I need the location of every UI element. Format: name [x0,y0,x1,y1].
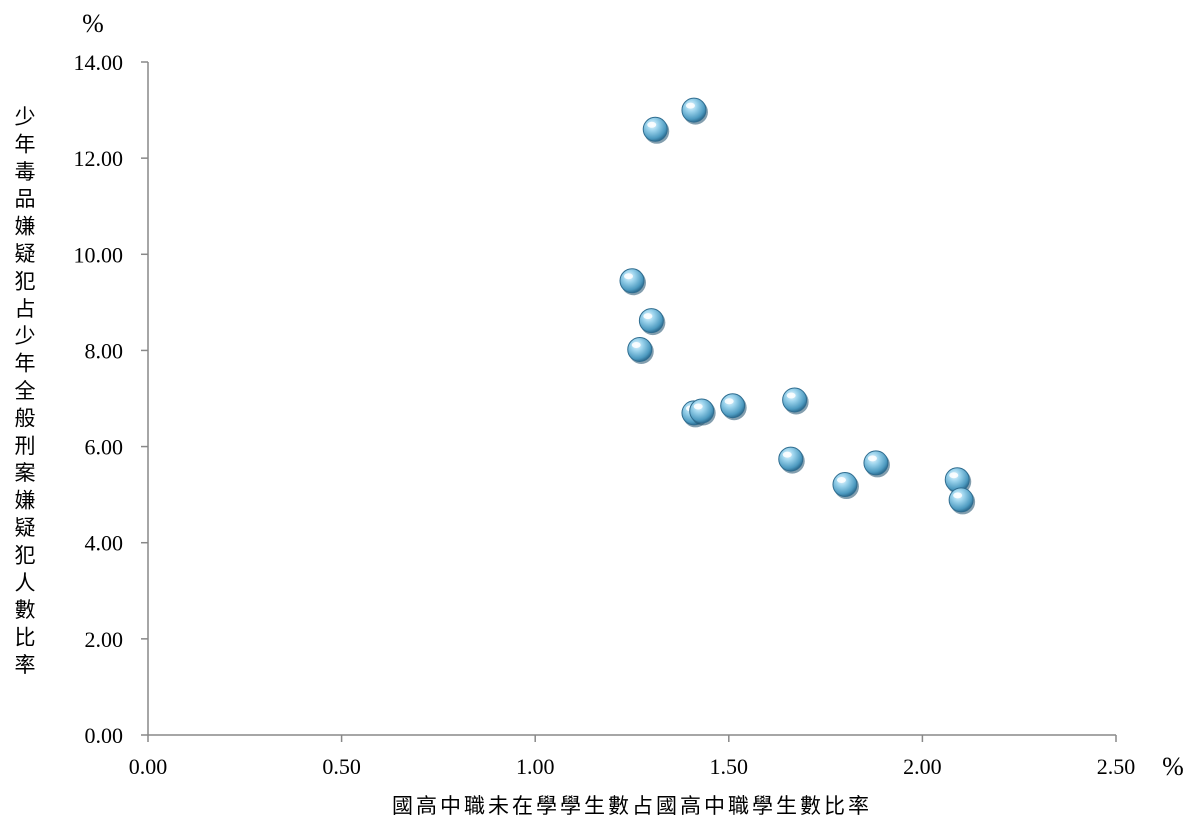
y-axis-title: 少年毒品嫌疑犯占少年全般刑案嫌疑犯人數比率 [15,105,36,677]
scatter-point [948,487,976,515]
x-tick-label: 1.50 [710,754,749,779]
data-points [619,97,976,515]
scatter-point [778,446,805,474]
y-axis-ticks: 0.00 2.00 4.00 6.00 8.00 10.00 12.00 14.00 [74,50,148,748]
scatter-point [642,116,670,144]
y-tick-label: 10.00 [74,242,124,267]
y-tick-label: 6.00 [85,435,124,460]
scatter-point [638,308,666,336]
y-axis-unit: % [82,9,104,38]
x-axis-title: 國高中職未在學學生數占國高中職學生數比率 [392,794,872,818]
x-axis-ticks: 0.00 0.50 1.00 1.50 2.00 2.50 [129,735,1136,779]
plot-area: 0.00 0.50 1.00 1.50 2.00 2.50 0.00 2.00 4.00 6.0… [74,50,1136,779]
x-tick-label: 0.00 [129,754,168,779]
scatter-point [689,398,716,426]
scatter-point [681,97,708,125]
scatter-point [944,467,972,495]
scatter-point [782,387,809,415]
x-tick-label: 2.50 [1097,754,1136,779]
scatter-point [720,393,747,421]
scatter-point [863,450,890,478]
y-tick-label: 8.00 [85,338,124,363]
y-tick-label: 12.00 [74,146,124,171]
scatter-point [619,268,646,296]
x-tick-label: 2.00 [903,754,942,779]
y-tick-label: 14.00 [74,50,124,75]
y-tick-label: 0.00 [85,723,124,748]
x-tick-label: 1.00 [516,754,555,779]
x-tick-label: 0.50 [322,754,361,779]
y-tick-label: 2.00 [85,627,124,652]
y-tick-label: 4.00 [85,531,124,556]
scatter-point [627,336,654,364]
scatter-point [832,472,859,500]
x-axis-unit: % [1162,752,1184,781]
y-axis-title-text: 少年毒品嫌疑犯占少年全般刑案嫌疑犯人數比率 [15,105,36,677]
